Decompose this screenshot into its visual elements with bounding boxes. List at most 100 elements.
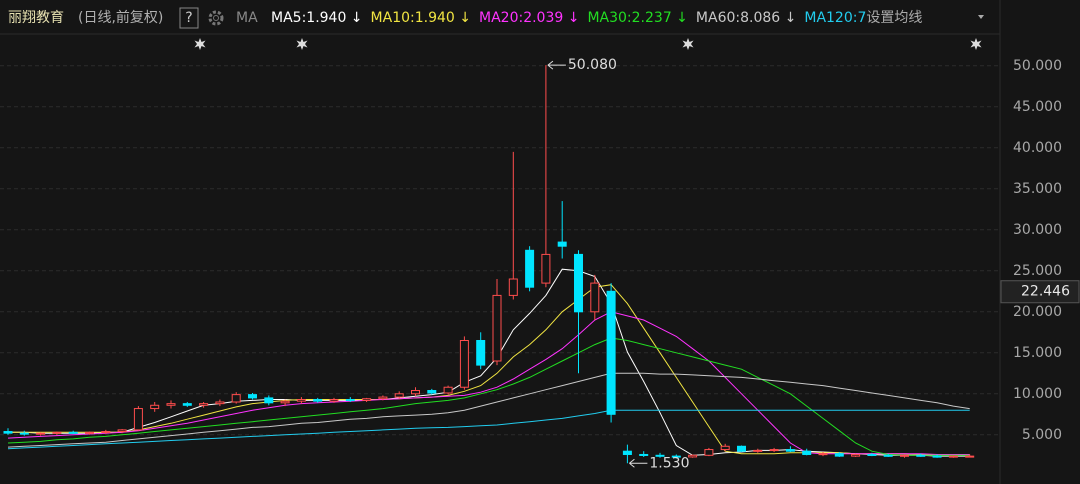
ma-line: [7, 409, 970, 450]
legend-entry: MA20:2.039 ↓: [479, 10, 579, 26]
candle-body: [769, 449, 779, 452]
candle-body: [802, 450, 812, 455]
candle-body: [36, 432, 46, 435]
legend-entry: MA60:8.086 ↓: [696, 10, 796, 26]
candle-body: [476, 340, 486, 366]
candle-body: [101, 431, 111, 434]
legend-entry: MA30:2.237 ↓: [587, 10, 687, 26]
candle-body: [215, 401, 225, 405]
candle-body: [52, 431, 62, 434]
candle-body: [117, 429, 127, 433]
event-marker[interactable]: [296, 38, 308, 50]
settings-icon[interactable]: [208, 10, 224, 26]
period: (日线,前复权): [78, 9, 163, 26]
annotation-arrow: [629, 458, 648, 468]
ma-line: [7, 337, 970, 456]
ma-settings[interactable]: 设置均线: [866, 10, 922, 26]
candle-body: [590, 282, 600, 313]
ma-label: MA: [236, 10, 258, 26]
candle-body: [85, 431, 94, 434]
candle-body: [704, 449, 714, 456]
event-marker[interactable]: [194, 38, 206, 50]
annotation-label: 50.080: [568, 57, 617, 73]
candle-body: [965, 455, 975, 458]
candle-body: [883, 454, 893, 457]
event-markers: [194, 38, 982, 50]
y-tick-label: 25.000: [1013, 263, 1062, 279]
candle-body: [362, 398, 372, 401]
y-tick-label: 5.000: [1022, 427, 1062, 443]
candle-body: [492, 294, 502, 362]
candle-body: [606, 290, 616, 415]
candle-body: [329, 399, 339, 402]
candle-body: [3, 431, 13, 434]
candle-body: [688, 454, 698, 458]
candle-body: [720, 445, 730, 451]
y-tick-label: 30.000: [1013, 222, 1062, 238]
candle-body: [851, 453, 861, 457]
candle-body: [622, 450, 632, 455]
candle-body: [427, 390, 437, 394]
candle-body: [231, 394, 241, 403]
candle-body: [834, 453, 844, 457]
y-tick-label: 10.000: [1013, 386, 1062, 402]
y-tick-label: 40.000: [1013, 140, 1062, 156]
candle-body: [932, 455, 942, 458]
legend-entry: MA10:1.940 ↓: [371, 10, 471, 26]
candle-body: [394, 393, 404, 398]
y-tick-label: 50.000: [1013, 58, 1062, 74]
candle-body: [867, 453, 877, 456]
candle-body: [459, 340, 469, 388]
candle-body: [378, 396, 388, 400]
candle-body: [150, 404, 160, 410]
y-tick-label: 35.000: [1013, 181, 1062, 197]
candle-body: [182, 403, 192, 406]
candle-body: [948, 455, 958, 458]
annotation-label: 1.530: [649, 455, 689, 471]
candle-body: [818, 453, 828, 456]
candle-body: [737, 445, 746, 452]
candle-body: [541, 253, 551, 284]
candle-body: [753, 449, 763, 452]
y-tick-label: 15.000: [1013, 345, 1062, 361]
candle-body: [19, 432, 29, 435]
event-marker[interactable]: [970, 38, 982, 50]
event-marker[interactable]: [682, 38, 694, 50]
last-price-label: 22.446: [1021, 284, 1070, 300]
candle-body: [574, 253, 583, 313]
candle-body: [280, 400, 290, 404]
candle-body: [133, 408, 143, 431]
candle-body: [900, 454, 909, 457]
candle-body: [264, 397, 274, 404]
ma-line: [7, 372, 970, 448]
candle-body: [411, 390, 420, 395]
help[interactable]: ?: [185, 10, 192, 26]
candle-body: [508, 278, 518, 296]
legend-entry: MA120:7: [804, 10, 866, 26]
annotation-arrow: [547, 60, 566, 70]
last-price-box: [1000, 280, 1080, 304]
candle-body: [916, 454, 926, 457]
candle-body: [557, 241, 567, 247]
y-tick-label: 20.000: [1013, 304, 1062, 320]
legend-entry: MA5:1.940 ↓: [271, 10, 363, 26]
candle-body: [785, 449, 795, 452]
candle-body: [248, 394, 257, 399]
candle-body: [313, 399, 323, 402]
candle-body: [68, 431, 78, 434]
candle-body: [296, 399, 306, 402]
y-tick-label: 45.000: [1013, 99, 1062, 115]
candle-body: [671, 455, 681, 458]
candle-body: [655, 454, 665, 457]
candle-body: [199, 403, 209, 406]
help-box[interactable]: [179, 7, 199, 29]
candle-body: [443, 386, 453, 394]
candle-body: [525, 249, 535, 288]
candle-body: [639, 453, 649, 456]
candle-body: [166, 403, 176, 406]
dropdown-icon: [978, 15, 984, 19]
candle-body: [345, 399, 355, 402]
